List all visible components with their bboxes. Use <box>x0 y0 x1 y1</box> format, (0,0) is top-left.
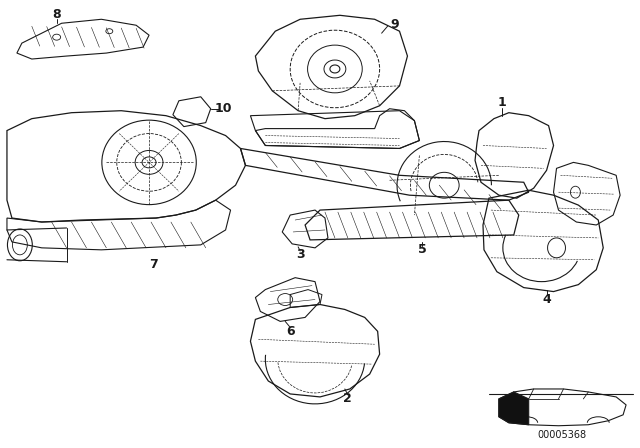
Text: 7: 7 <box>148 258 157 271</box>
Text: 9: 9 <box>390 18 399 31</box>
Text: 4: 4 <box>542 293 551 306</box>
Text: 2: 2 <box>344 392 352 405</box>
Text: 6: 6 <box>286 325 294 338</box>
Text: 1: 1 <box>497 96 506 109</box>
Text: 00005368: 00005368 <box>537 430 586 439</box>
Text: 5: 5 <box>418 243 427 256</box>
Polygon shape <box>499 392 529 425</box>
Text: 3: 3 <box>296 248 305 261</box>
Text: 8: 8 <box>52 8 61 21</box>
Text: 10: 10 <box>215 102 232 115</box>
